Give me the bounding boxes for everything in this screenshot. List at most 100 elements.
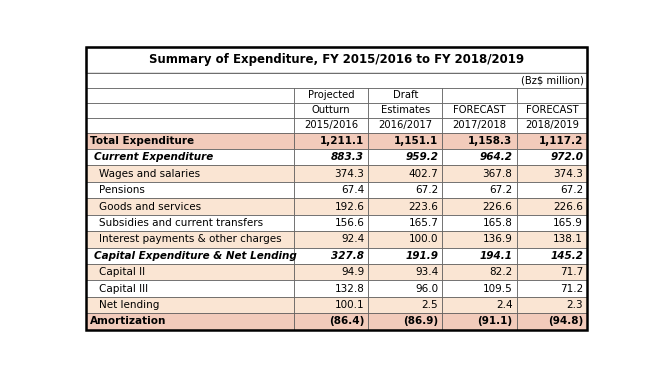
Bar — [369, 133, 442, 149]
Bar — [294, 297, 369, 313]
Bar — [516, 149, 587, 166]
Bar — [86, 231, 294, 248]
Bar — [369, 215, 442, 231]
Bar — [442, 118, 516, 133]
Bar — [86, 133, 294, 149]
Text: Pensions: Pensions — [99, 185, 145, 195]
Text: Projected: Projected — [308, 90, 355, 100]
Text: Total Expenditure: Total Expenditure — [90, 136, 194, 146]
Bar — [442, 149, 516, 166]
Bar — [86, 166, 294, 182]
Text: 374.3: 374.3 — [334, 169, 364, 179]
Bar — [294, 149, 369, 166]
Text: (91.1): (91.1) — [478, 316, 512, 326]
Bar — [442, 198, 516, 215]
Bar — [294, 166, 369, 182]
Text: Capital II: Capital II — [99, 267, 145, 277]
Text: 2.5: 2.5 — [422, 300, 438, 310]
Bar — [294, 133, 369, 149]
Bar — [516, 264, 587, 280]
Bar — [442, 297, 516, 313]
Bar — [86, 149, 294, 166]
Bar — [294, 313, 369, 330]
Bar — [442, 313, 516, 330]
Bar — [369, 280, 442, 297]
Bar — [86, 103, 294, 118]
Text: FORECAST: FORECAST — [526, 105, 578, 115]
Bar — [516, 198, 587, 215]
Bar — [294, 231, 369, 248]
Bar — [442, 103, 516, 118]
Bar — [516, 313, 587, 330]
Bar — [86, 118, 294, 133]
Bar — [294, 103, 369, 118]
Bar — [516, 280, 587, 297]
Text: FORECAST: FORECAST — [453, 105, 506, 115]
Text: Amortization: Amortization — [90, 316, 166, 326]
Text: 964.2: 964.2 — [480, 152, 512, 162]
Bar — [442, 231, 516, 248]
Text: 109.5: 109.5 — [483, 283, 512, 294]
Bar — [294, 280, 369, 297]
Text: 94.9: 94.9 — [341, 267, 364, 277]
Text: 191.9: 191.9 — [405, 251, 438, 261]
Text: 226.6: 226.6 — [483, 201, 512, 211]
Text: 374.3: 374.3 — [553, 169, 583, 179]
Bar — [516, 133, 587, 149]
Text: 1,211.1: 1,211.1 — [320, 136, 364, 146]
Bar — [442, 88, 516, 103]
Bar — [369, 231, 442, 248]
Text: 67.4: 67.4 — [341, 185, 364, 195]
Text: 82.2: 82.2 — [489, 267, 512, 277]
Text: Draft: Draft — [393, 90, 418, 100]
Bar — [294, 88, 369, 103]
Text: Goods and services: Goods and services — [99, 201, 201, 211]
Bar — [516, 248, 587, 264]
Bar — [369, 198, 442, 215]
Text: 367.8: 367.8 — [483, 169, 512, 179]
Bar — [369, 88, 442, 103]
Bar — [442, 133, 516, 149]
Text: 1,151.1: 1,151.1 — [394, 136, 438, 146]
Text: Summary of Expenditure, FY 2015/2016 to FY 2018/2019: Summary of Expenditure, FY 2015/2016 to … — [149, 53, 524, 66]
Bar — [86, 264, 294, 280]
Bar — [86, 73, 587, 88]
Text: 2.4: 2.4 — [496, 300, 512, 310]
Text: 883.3: 883.3 — [331, 152, 364, 162]
Bar — [442, 182, 516, 198]
Bar — [369, 149, 442, 166]
Text: 67.2: 67.2 — [489, 185, 512, 195]
Bar — [369, 297, 442, 313]
Bar — [86, 47, 587, 73]
Text: Outturn: Outturn — [312, 105, 351, 115]
Bar — [516, 88, 587, 103]
Text: Capital III: Capital III — [99, 283, 148, 294]
Text: 132.8: 132.8 — [334, 283, 364, 294]
Text: 972.0: 972.0 — [550, 152, 583, 162]
Text: 165.8: 165.8 — [483, 218, 512, 228]
Bar — [86, 88, 294, 103]
Bar — [86, 182, 294, 198]
Text: 2015/2016: 2015/2016 — [304, 120, 358, 130]
Text: Estimates: Estimates — [380, 105, 430, 115]
Text: 145.2: 145.2 — [550, 251, 583, 261]
Text: 165.9: 165.9 — [553, 218, 583, 228]
Text: 67.2: 67.2 — [560, 185, 583, 195]
Bar — [516, 166, 587, 182]
Bar — [442, 264, 516, 280]
Bar — [369, 166, 442, 182]
Text: 92.4: 92.4 — [341, 234, 364, 244]
Bar — [86, 297, 294, 313]
Bar — [516, 182, 587, 198]
Bar — [294, 182, 369, 198]
Bar — [369, 313, 442, 330]
Text: 96.0: 96.0 — [415, 283, 438, 294]
Text: 192.6: 192.6 — [334, 201, 364, 211]
Bar — [442, 248, 516, 264]
Text: 71.2: 71.2 — [560, 283, 583, 294]
Text: 138.1: 138.1 — [553, 234, 583, 244]
Text: 194.1: 194.1 — [480, 251, 512, 261]
Text: 1,117.2: 1,117.2 — [539, 136, 583, 146]
Bar — [516, 118, 587, 133]
Bar — [294, 264, 369, 280]
